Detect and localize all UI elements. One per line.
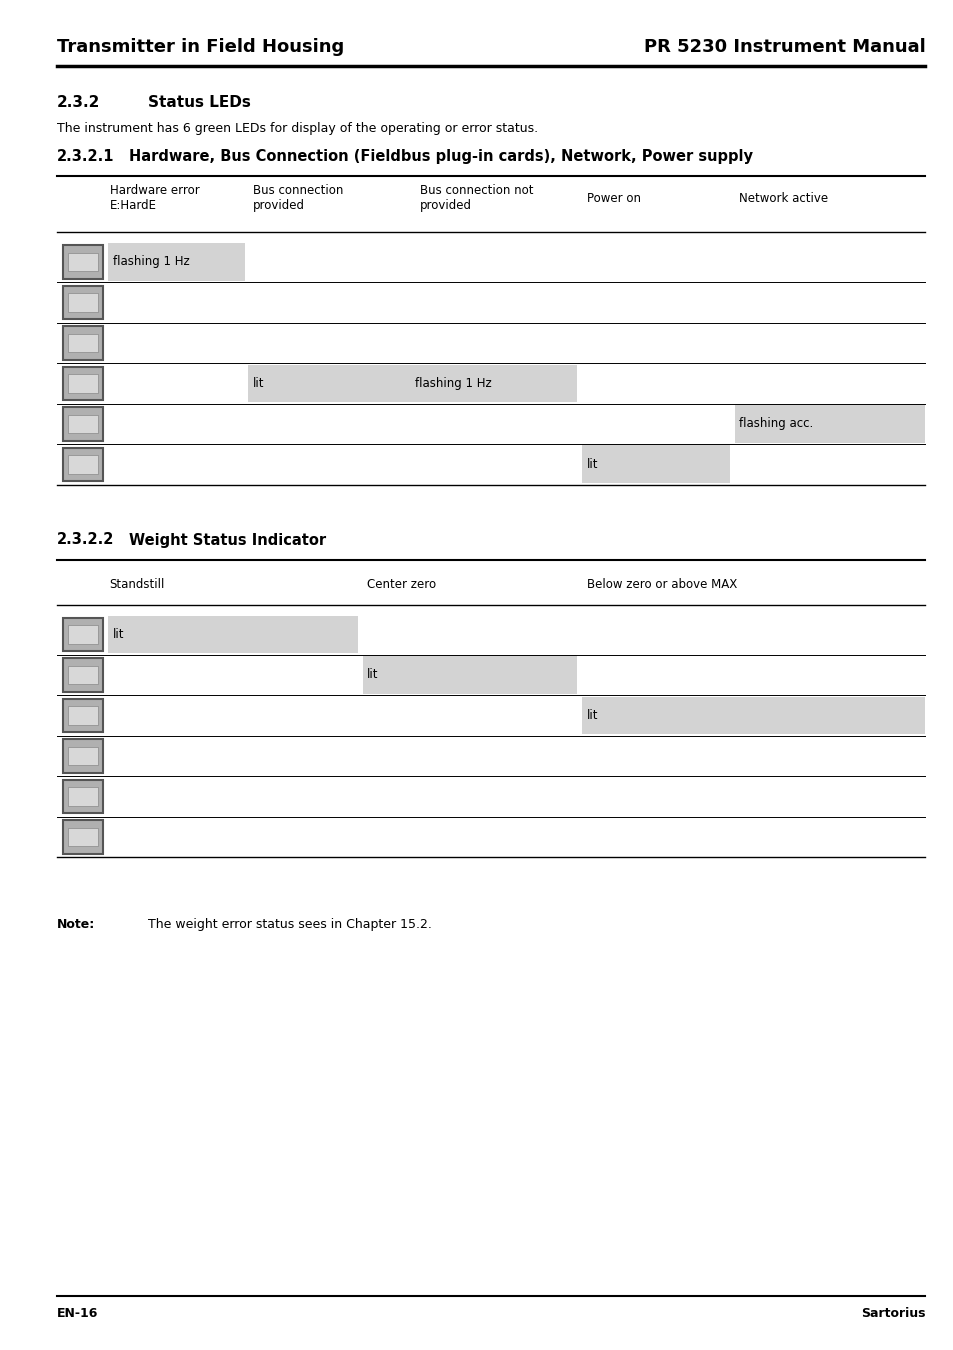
Bar xyxy=(581,446,729,483)
Text: lit: lit xyxy=(253,377,264,390)
FancyBboxPatch shape xyxy=(68,252,98,271)
FancyBboxPatch shape xyxy=(68,293,98,312)
Text: lit: lit xyxy=(586,709,598,722)
FancyBboxPatch shape xyxy=(63,659,103,691)
FancyBboxPatch shape xyxy=(63,285,103,319)
Bar xyxy=(248,364,577,402)
Text: Power on: Power on xyxy=(586,192,640,205)
Bar xyxy=(108,243,245,281)
FancyBboxPatch shape xyxy=(68,455,98,474)
Text: Sartorius: Sartorius xyxy=(860,1307,924,1320)
Text: Standstill: Standstill xyxy=(110,578,165,591)
FancyBboxPatch shape xyxy=(68,414,98,433)
FancyBboxPatch shape xyxy=(63,325,103,360)
FancyBboxPatch shape xyxy=(68,666,98,684)
FancyBboxPatch shape xyxy=(63,447,103,481)
FancyBboxPatch shape xyxy=(68,828,98,846)
Bar xyxy=(581,697,924,734)
FancyBboxPatch shape xyxy=(63,617,103,651)
Text: EN-16: EN-16 xyxy=(57,1307,98,1320)
FancyBboxPatch shape xyxy=(63,699,103,732)
Text: 2.3.2: 2.3.2 xyxy=(57,95,100,111)
FancyBboxPatch shape xyxy=(63,406,103,440)
FancyBboxPatch shape xyxy=(68,625,98,644)
FancyBboxPatch shape xyxy=(68,374,98,393)
Text: The weight error status sees in Chapter 15.2.: The weight error status sees in Chapter … xyxy=(148,918,432,932)
Text: Note:: Note: xyxy=(57,918,95,932)
Text: Center zero: Center zero xyxy=(367,578,436,591)
Text: flashing 1 Hz: flashing 1 Hz xyxy=(415,377,491,390)
Bar xyxy=(362,656,577,694)
Text: Status LEDs: Status LEDs xyxy=(148,95,251,111)
Text: PR 5230 Instrument Manual: PR 5230 Instrument Manual xyxy=(643,38,924,57)
FancyBboxPatch shape xyxy=(68,706,98,725)
Text: Hardware error
E:HardE: Hardware error E:HardE xyxy=(110,185,199,212)
FancyBboxPatch shape xyxy=(63,246,103,278)
FancyBboxPatch shape xyxy=(68,787,98,806)
Text: lit: lit xyxy=(367,668,378,682)
FancyBboxPatch shape xyxy=(63,367,103,400)
FancyBboxPatch shape xyxy=(68,333,98,352)
Text: lit: lit xyxy=(586,458,598,471)
Text: Bus connection not
provided: Bus connection not provided xyxy=(419,185,533,212)
FancyBboxPatch shape xyxy=(63,821,103,855)
Text: Network active: Network active xyxy=(739,192,827,205)
FancyBboxPatch shape xyxy=(63,740,103,772)
Text: 2.3.2.1: 2.3.2.1 xyxy=(57,148,114,165)
Text: flashing 1 Hz: flashing 1 Hz xyxy=(112,255,189,269)
FancyBboxPatch shape xyxy=(63,780,103,813)
FancyBboxPatch shape xyxy=(68,747,98,765)
Text: The instrument has 6 green LEDs for display of the operating or error status.: The instrument has 6 green LEDs for disp… xyxy=(57,122,537,135)
Text: Below zero or above MAX: Below zero or above MAX xyxy=(586,578,736,591)
Bar xyxy=(734,405,924,443)
Text: Hardware, Bus Connection (Fieldbus plug-in cards), Network, Power supply: Hardware, Bus Connection (Fieldbus plug-… xyxy=(129,148,752,165)
Text: Weight Status Indicator: Weight Status Indicator xyxy=(129,532,326,548)
Text: flashing acc.: flashing acc. xyxy=(739,417,813,431)
Text: Transmitter in Field Housing: Transmitter in Field Housing xyxy=(57,38,344,57)
Text: lit: lit xyxy=(112,628,124,641)
Bar xyxy=(108,616,357,653)
Text: Bus connection
provided: Bus connection provided xyxy=(253,185,343,212)
Text: 2.3.2.2: 2.3.2.2 xyxy=(57,532,114,548)
